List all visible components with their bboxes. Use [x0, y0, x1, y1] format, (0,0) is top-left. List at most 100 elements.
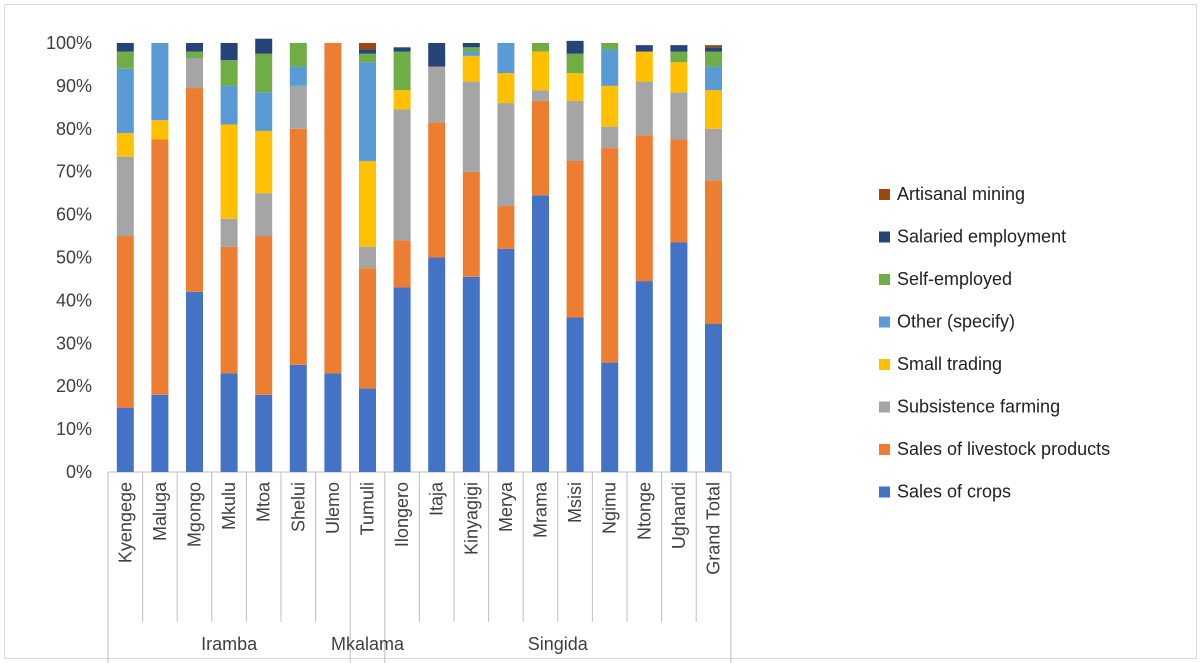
bar-segment-salaried-employment [255, 38, 273, 54]
legend-label: Artisanal mining [897, 184, 1025, 204]
bar-segment-self-employed [462, 47, 480, 52]
bar-segment-self-employed [186, 51, 203, 59]
bar-segment-sales-of-crops [705, 323, 722, 472]
category-label: Mkulu [219, 482, 239, 530]
bar-segment-subsistence-farming [428, 66, 446, 123]
bar-segment-salaried-employment [359, 49, 376, 54]
bar-segment-small-trading [566, 73, 584, 101]
bar-segment-subsistence-farming [497, 103, 515, 207]
bar-segment-small-trading [670, 62, 688, 93]
bar-segment-subsistence-farming [393, 109, 411, 241]
y-tick-label: 80% [56, 119, 92, 139]
bar-segment-small-trading [116, 133, 134, 157]
legend-item: Salaried employment [879, 227, 1066, 247]
legend-item: Other (specify) [879, 312, 1015, 332]
bar-segment-other-specify- [220, 85, 238, 125]
axes: 0% 10% 20% 30% 40% 50% 60% 70% 80% 90% 100% [46, 33, 732, 663]
bar-segment-subsistence-farming [532, 90, 549, 101]
bar-segment-salaried-employment [186, 43, 203, 52]
bar-segment-small-trading [705, 90, 722, 129]
bar-segment-other-specify- [601, 49, 619, 86]
category-label: Ilongero [392, 482, 412, 547]
bar-segment-sales-of-crops [428, 257, 446, 472]
legend-swatch [879, 444, 890, 455]
legend-swatch [879, 316, 890, 328]
bar-segment-self-employed [532, 43, 549, 52]
bar-segment-sales-of-livestock-products [566, 160, 584, 318]
legend-label: Sales of crops [897, 482, 1011, 502]
bar-segment-sales-of-crops [497, 248, 515, 472]
bars [116, 38, 722, 473]
category-label: Tumuli [358, 482, 378, 535]
bar-segment-self-employed [255, 53, 273, 93]
bar-segment-small-trading [601, 85, 619, 127]
y-tick-label: 70% [56, 162, 92, 182]
bar-segment-sales-of-crops [151, 394, 169, 472]
bar-segment-subsistence-farming [635, 81, 653, 136]
category-label: Shelui [288, 482, 308, 532]
bar-segment-salaried-employment [566, 40, 584, 54]
bar-segment-sales-of-livestock-products [359, 268, 376, 389]
y-tick-label: 10% [56, 419, 92, 439]
bar-segment-sales-of-crops [186, 291, 203, 472]
legend-swatch [879, 189, 890, 200]
bar-segment-sales-of-livestock-products [497, 206, 515, 249]
bar-segment-self-employed [220, 60, 238, 86]
bar-segment-sales-of-livestock-products [186, 88, 203, 292]
bar-segment-small-trading [255, 130, 273, 194]
bar-segment-artisanal-mining [359, 43, 376, 50]
bar-segment-sales-of-livestock-products [151, 139, 169, 395]
bar-segment-other-specify- [497, 43, 515, 74]
category-label: Mtoa [254, 481, 274, 522]
category-labels: Iramba Mkalama Singida Kyengege Maluga Mgongo… [115, 481, 723, 654]
bar-segment-sales-of-livestock-products [670, 139, 688, 243]
legend-item: Subsistence farming [879, 397, 1060, 417]
bar-segment-sales-of-livestock-products [635, 135, 653, 282]
bar-segment-other-specify- [705, 66, 722, 91]
bar-segment-subsistence-farming [220, 218, 238, 247]
bar-segment-sales-of-livestock-products [393, 240, 411, 288]
bar-segment-sales-of-livestock-products [428, 122, 446, 258]
bar-segment-small-trading [220, 124, 238, 219]
y-tick-label: 100% [46, 33, 92, 53]
bar-segment-salaried-employment [462, 43, 480, 48]
category-label: Msisi [565, 482, 585, 523]
bar-segment-sales-of-crops [255, 394, 273, 472]
bar-segment-subsistence-farming [255, 193, 273, 237]
bar-segment-other-specify- [359, 62, 376, 161]
bar-segment-sales-of-livestock-products [532, 100, 549, 196]
y-tick-label: 40% [56, 290, 92, 310]
group-label: Mkalama [331, 634, 405, 654]
bar-segment-subsistence-farming [705, 128, 722, 181]
legend-item: Sales of crops [879, 482, 1011, 502]
bar-segment-sales-of-livestock-products [462, 171, 480, 277]
category-label: Ughandi [669, 482, 689, 549]
legend-item: Sales of livestock products [879, 439, 1110, 459]
bar-segment-sales-of-crops [566, 317, 584, 472]
legend-label: Subsistence farming [897, 397, 1060, 417]
y-tick-label: 50% [56, 248, 92, 268]
bar-segment-sales-of-crops [532, 195, 549, 473]
bar-segment-sales-of-livestock-products [116, 236, 134, 408]
bar-segment-sales-of-livestock-products [324, 43, 342, 374]
legend-swatch [879, 486, 890, 498]
bar-segment-subsistence-farming [116, 156, 134, 237]
bar-segment-salaried-employment [116, 43, 134, 52]
bar-segment-sales-of-crops [220, 373, 238, 472]
category-label: Kyengege [115, 482, 135, 563]
legend-label: Salaried employment [897, 227, 1066, 247]
bar-segment-subsistence-farming [289, 85, 307, 129]
category-label: Ntonge [634, 482, 654, 540]
legend-item: Artisanal mining [879, 184, 1025, 204]
y-tick-label: 20% [56, 376, 92, 396]
bar-segment-sales-of-crops [635, 281, 653, 472]
category-label: Ulemo [323, 482, 343, 534]
bar-segment-subsistence-farming [359, 246, 376, 269]
legend-item: Small trading [879, 354, 1002, 374]
category-label: Grand Total [704, 482, 724, 575]
legend-swatch [879, 359, 890, 370]
bar-segment-small-trading [497, 73, 515, 104]
bar-segment-self-employed [359, 53, 376, 63]
bar-segment-sales-of-crops [116, 407, 134, 472]
